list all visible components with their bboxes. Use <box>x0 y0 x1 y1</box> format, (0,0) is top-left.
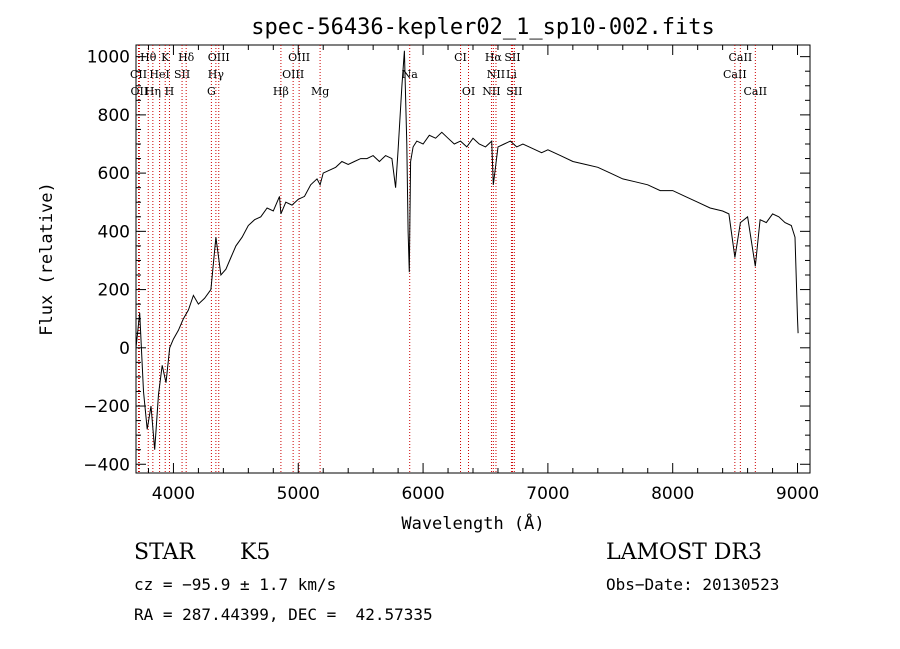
spectral-line-label: OI <box>462 85 475 98</box>
spectral-line-label: CII <box>130 68 147 81</box>
spectral-line-label: Hη <box>145 85 161 98</box>
chart-title: spec-56436-kepler02_1_sp10-002.fits <box>251 15 715 40</box>
spectral-line-label: H <box>165 85 175 98</box>
x-tick-label: 4000 <box>152 484 195 504</box>
y-tick-label: −200 <box>83 397 130 417</box>
y-tick-label: 0 <box>119 339 130 359</box>
x-tick-label: 5000 <box>277 484 320 504</box>
y-tick-label: 200 <box>98 281 130 301</box>
spectral-line-label: G <box>207 85 216 98</box>
y-tick-label: 1000 <box>87 48 130 68</box>
spectral-line-label: OIII <box>288 51 310 64</box>
x-tick-label: 8000 <box>651 484 694 504</box>
spectral-line-label: K <box>161 51 170 64</box>
spectral-line-label: SII <box>506 85 522 98</box>
spectral-line-label: Hγ <box>208 68 225 81</box>
spectrum-line <box>135 50 799 450</box>
x-axis-label: Wavelength (Å) <box>401 512 544 534</box>
spectral-line-label: Hθ <box>140 51 157 64</box>
spectral-line-label: OII <box>131 85 149 98</box>
spectral-line-label: NII <box>482 85 500 98</box>
spectral-line-label: Li <box>506 68 517 81</box>
spectral-line-label: CI <box>454 51 467 64</box>
spectral-line-label: Mg <box>311 85 329 98</box>
survey-name: LAMOST DR3 <box>606 540 762 565</box>
x-tick-label: 6000 <box>401 484 444 504</box>
y-tick-label: 400 <box>98 222 130 242</box>
object-class: STAR <box>134 540 195 565</box>
spectral-line-label: CaII <box>743 85 767 98</box>
spectral-line-label: HeI <box>149 68 169 81</box>
spectral-line-label: Hα <box>485 51 503 64</box>
spectral-line-label: Na <box>402 68 419 81</box>
redshift-text: cz = −95.9 ± 1.7 km/s <box>134 575 337 594</box>
coords-text: RA = 287.44399, DEC = 42.57335 <box>134 605 433 624</box>
spectral-line-label: Hβ <box>273 85 289 98</box>
spectral-line-label: OIII <box>208 51 230 64</box>
y-axis-label: Flux (relative) <box>37 182 57 336</box>
spectral-line-label: SII <box>174 68 190 81</box>
x-tick-label: 7000 <box>526 484 569 504</box>
spectral-line-label: SII <box>504 51 520 64</box>
spectral-line-label: CaII <box>729 51 753 64</box>
y-tick-label: 600 <box>98 164 130 184</box>
spectral-subclass: K5 <box>240 540 271 565</box>
plot-frame <box>135 44 811 474</box>
y-tick-label: −400 <box>83 455 130 475</box>
y-tick-label: 800 <box>98 106 130 126</box>
spectral-line-label: OIII <box>282 68 304 81</box>
obs-date-text: Obs−Date: 20130523 <box>606 575 780 594</box>
x-tick-label: 9000 <box>776 484 819 504</box>
spectral-line-label: NII <box>487 68 505 81</box>
spectral-line-label: Hδ <box>178 51 195 64</box>
spectral-line-label: CaII <box>723 68 747 81</box>
